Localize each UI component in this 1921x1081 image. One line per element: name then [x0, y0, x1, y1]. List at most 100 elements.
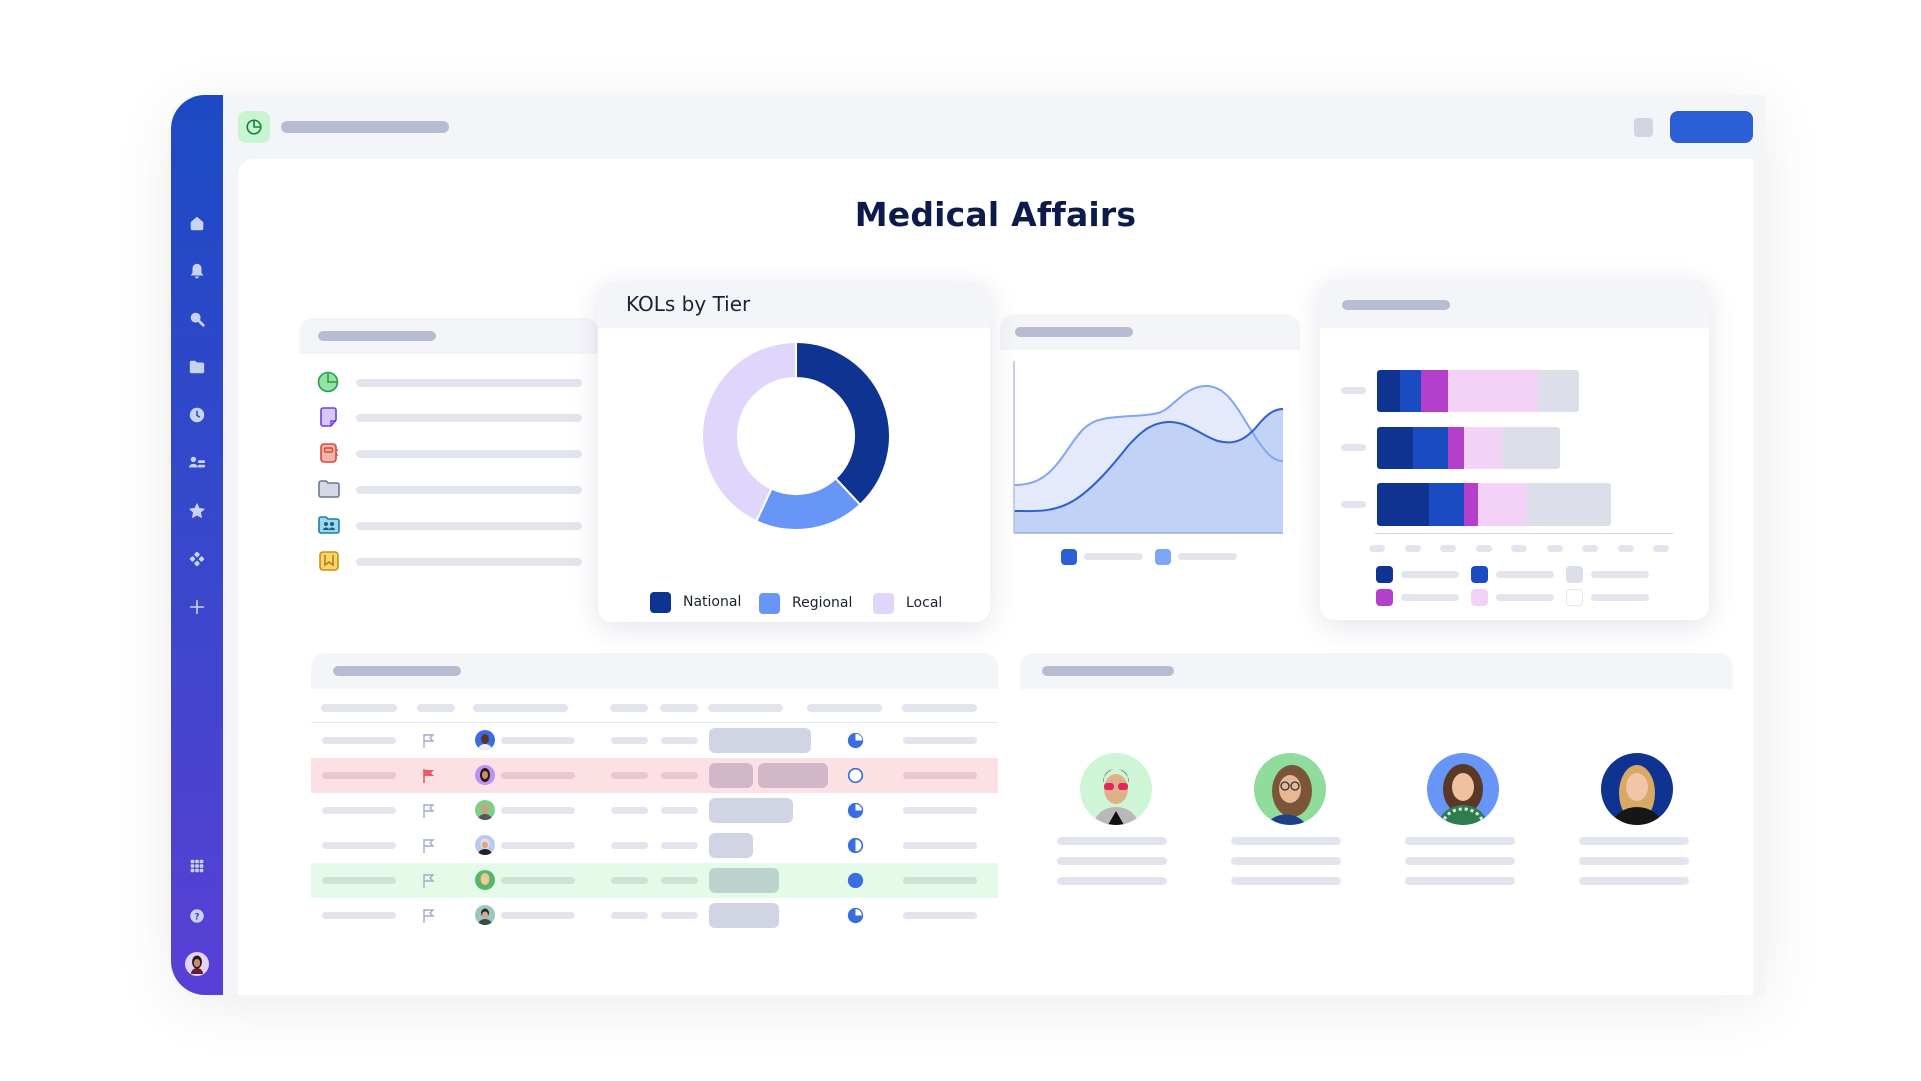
avatar — [475, 835, 495, 855]
x-axis — [1375, 533, 1673, 534]
person-detail-placeholder — [1579, 857, 1689, 865]
person-detail-placeholder — [1579, 877, 1689, 885]
star-icon[interactable] — [171, 499, 223, 523]
avatar — [475, 905, 495, 925]
column-header[interactable] — [321, 704, 397, 712]
legend-swatch-s3 — [1376, 589, 1393, 606]
legend-swatch-regional — [759, 593, 780, 614]
progress-25-icon — [847, 732, 864, 749]
flag-icon[interactable] — [422, 838, 436, 854]
home-icon[interactable] — [171, 211, 223, 235]
person-avatar[interactable] — [1427, 753, 1499, 825]
person-detail-placeholder — [1057, 877, 1167, 885]
topbar-icon-button[interactable] — [1634, 118, 1653, 137]
stacked-bar-2[interactable] — [1377, 427, 1560, 469]
list-item[interactable] — [356, 414, 582, 422]
status-pill — [709, 728, 811, 753]
legend-label-local: Local — [906, 595, 943, 611]
flag-filled-icon[interactable] — [422, 768, 436, 784]
column-header[interactable] — [417, 704, 455, 712]
app-icon[interactable] — [238, 111, 270, 143]
area-chart[interactable] — [1013, 361, 1285, 536]
status-pill — [709, 903, 779, 928]
table-row[interactable] — [311, 828, 998, 863]
column-header[interactable] — [902, 704, 977, 712]
status-pill — [758, 763, 828, 788]
legend-swatch-s6 — [1566, 589, 1583, 606]
person-avatar[interactable] — [1254, 753, 1326, 825]
person-name-placeholder — [1057, 837, 1167, 845]
table-row[interactable] — [311, 723, 998, 758]
legend-swatch-series-a — [1061, 549, 1077, 565]
person-name-placeholder — [1579, 837, 1689, 845]
column-header[interactable] — [807, 704, 882, 712]
list-item[interactable] — [356, 522, 582, 530]
legend-label-placeholder — [1178, 553, 1237, 560]
sidebar: ? — [171, 95, 223, 995]
status-pill — [709, 798, 793, 823]
flag-icon[interactable] — [422, 873, 436, 889]
stacked-bar-3[interactable] — [1377, 483, 1611, 526]
table-row-completed[interactable] — [311, 863, 998, 898]
column-header[interactable] — [660, 704, 698, 712]
column-header[interactable] — [610, 704, 648, 712]
bookmark-icon — [318, 550, 340, 572]
contacts-icon[interactable] — [171, 451, 223, 475]
user-avatar[interactable] — [171, 949, 223, 979]
person-detail-placeholder — [1231, 857, 1341, 865]
card-title-placeholder — [1015, 327, 1133, 337]
plus-icon[interactable] — [171, 595, 223, 619]
clock-icon[interactable] — [171, 403, 223, 427]
bar-label-placeholder — [1341, 444, 1366, 451]
flag-icon[interactable] — [422, 908, 436, 924]
person-avatar[interactable] — [1080, 753, 1152, 825]
bell-icon[interactable] — [171, 259, 223, 283]
progress-50-icon — [847, 837, 864, 854]
progress-75-icon — [847, 907, 864, 924]
status-pill — [709, 833, 753, 858]
legend-swatch-s1 — [1376, 566, 1393, 583]
legend-label-placeholder — [1084, 553, 1143, 560]
legend-swatch-s5 — [1566, 566, 1583, 583]
column-header[interactable] — [473, 704, 568, 712]
list-item[interactable] — [356, 379, 582, 387]
list-item[interactable] — [356, 486, 582, 494]
flag-icon[interactable] — [422, 733, 436, 749]
notebook-icon — [318, 442, 340, 464]
list-item[interactable] — [356, 558, 582, 566]
legend-swatch-series-b — [1155, 549, 1171, 565]
bar-label-placeholder — [1341, 501, 1366, 508]
apps-grid-icon[interactable] — [171, 854, 223, 878]
donut-chart[interactable] — [700, 340, 892, 532]
stacked-bar-1[interactable] — [1377, 370, 1579, 412]
legend-swatch-local — [873, 593, 894, 614]
table-row[interactable] — [311, 793, 998, 828]
header-divider — [311, 722, 998, 723]
person-detail-placeholder — [1057, 857, 1167, 865]
person-avatar[interactable] — [1601, 753, 1673, 825]
legend-label-national: National — [683, 594, 742, 610]
legend-label-regional: Regional — [792, 595, 853, 611]
folder-icon[interactable] — [171, 355, 223, 379]
help-icon[interactable]: ? — [171, 904, 223, 928]
breadcrumb[interactable] — [281, 121, 449, 133]
folder-icon — [317, 478, 341, 500]
svg-text:?: ? — [194, 913, 199, 923]
flag-icon[interactable] — [422, 803, 436, 819]
list-item[interactable] — [356, 450, 582, 458]
column-header[interactable] — [708, 704, 783, 712]
primary-action-button[interactable] — [1670, 111, 1753, 143]
person-name-placeholder — [1405, 837, 1515, 845]
pie-chart-icon — [317, 371, 339, 393]
x-axis-ticks — [1369, 545, 1669, 552]
avatar — [475, 800, 495, 820]
table-row-flagged[interactable] — [311, 758, 998, 793]
card-title-placeholder — [333, 666, 461, 676]
table-row[interactable] — [311, 898, 998, 933]
integrations-icon[interactable] — [171, 547, 223, 571]
avatar — [475, 730, 495, 750]
kol-table-card — [311, 653, 998, 943]
legend-label-placeholder — [1591, 594, 1649, 601]
search-icon[interactable] — [171, 307, 223, 331]
note-icon — [318, 406, 340, 428]
